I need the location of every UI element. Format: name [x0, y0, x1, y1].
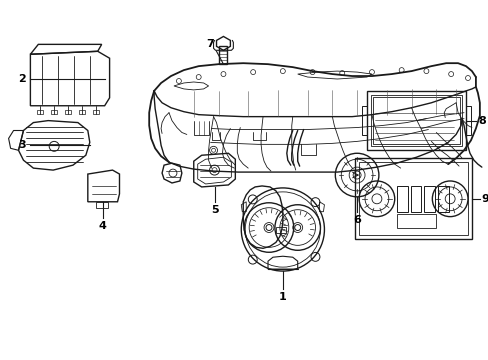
Text: 9: 9 [481, 194, 488, 204]
Bar [93, 110, 99, 114]
Bar [372, 97, 459, 144]
Text: 2: 2 [19, 74, 26, 84]
Bar [219, 46, 227, 64]
Bar [79, 110, 85, 114]
Bar [51, 110, 57, 114]
Circle shape [265, 225, 271, 230]
Bar [37, 110, 43, 114]
Bar [437, 186, 448, 212]
Bar [396, 214, 435, 228]
Bar [424, 186, 434, 212]
Bar [396, 186, 407, 212]
Bar [354, 158, 471, 239]
Bar [370, 95, 461, 146]
Text: 4: 4 [99, 221, 106, 230]
Bar [358, 162, 467, 235]
Text: 7: 7 [206, 39, 214, 49]
Text: 1: 1 [279, 292, 286, 302]
Polygon shape [216, 36, 230, 50]
Bar [366, 91, 465, 150]
Text: 6: 6 [352, 215, 360, 225]
Bar [410, 186, 421, 212]
Text: 8: 8 [477, 116, 485, 126]
Text: 3: 3 [19, 140, 26, 150]
Bar [65, 110, 71, 114]
Bar [275, 226, 285, 234]
Text: 5: 5 [210, 205, 218, 215]
Circle shape [294, 225, 300, 230]
